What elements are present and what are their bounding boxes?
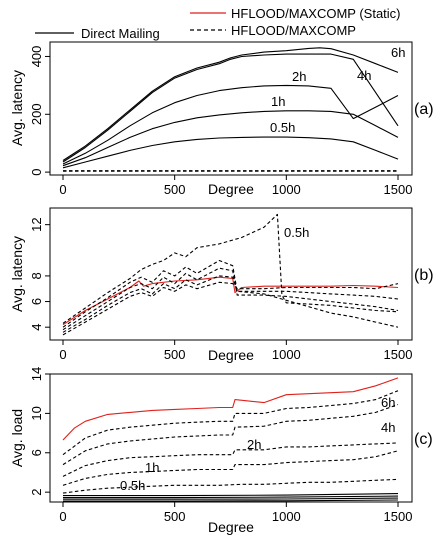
panel-b-series: [62, 213, 399, 336]
panel-c-series: [62, 377, 399, 502]
panel-b-frame: [49, 207, 413, 341]
curve-label-a-6h: 6h: [391, 45, 405, 60]
panel-a-x-tick-label-2: 1000: [272, 182, 301, 197]
panel-a-x-tick-label-3: 1500: [384, 182, 413, 197]
panel-a-series-3: [62, 110, 399, 167]
panel-a-x-tick-label-1: 500: [164, 182, 186, 197]
panel-b-y-tick-label-1: 6: [29, 298, 44, 305]
curve-label-a-2h: 2h: [292, 69, 306, 84]
panel-a-ylabel: Avg. latency: [9, 70, 25, 146]
panel-c-series-0: [62, 377, 399, 441]
panel-c-x-tick-label-3: 1500: [384, 509, 413, 524]
panel-a-series-2: [62, 84, 399, 165]
curve-label-a-05h: 0.5h: [270, 120, 295, 135]
panel-b-ylabel: Avg. latency: [9, 236, 25, 312]
panel-a-axes: 0 500 1000 1500 0 200 400: [29, 46, 412, 197]
curve-label-b-05h: 0.5h: [284, 225, 309, 240]
curve-label-c-2h: 2h: [247, 437, 261, 452]
panel-b-series-0: [62, 276, 399, 326]
panel-c-series-7: [63, 495, 399, 499]
panel-c-series-5: [62, 478, 399, 494]
panel-c-series-2: [62, 403, 399, 466]
panel-a-series: [62, 47, 399, 172]
panel-b-x-tick-label-2: 1000: [272, 347, 301, 362]
panel-a-y-tick-label-0: 0: [29, 168, 44, 175]
panel-a-y-tick-label-1: 200: [29, 103, 44, 125]
panel-a-series-0: [62, 47, 399, 161]
panel-b-series-5: [62, 281, 399, 336]
legend-label-hflood: HFLOOD/MAXCOMP: [231, 23, 356, 38]
panel-a-x-tick-label-0: 0: [59, 182, 66, 197]
curve-label-c-05h: 0.5h: [120, 478, 145, 493]
panel-c-frame: [49, 373, 413, 503]
panel-c-series-3: [62, 442, 399, 477]
panel-c-series-6: [63, 493, 399, 497]
panel-b-series-2: [62, 259, 399, 328]
panel-a-frame: [49, 41, 413, 176]
legend: Direct Mailing HFLOOD/MAXCOMP (Static) H…: [35, 6, 401, 41]
panel-b-y-tick-label-2: 8: [29, 272, 44, 279]
panel-c-x-tick-label-2: 1000: [272, 509, 301, 524]
legend-label-static: HFLOOD/MAXCOMP (Static): [231, 6, 401, 21]
panel-c-y-tick-label-0: 2: [29, 489, 44, 496]
panel-c-y-tick-label-1: 6: [29, 449, 44, 456]
panel-a-series-4: [62, 136, 399, 169]
panel-a-y-tick-label-2: 400: [29, 46, 44, 68]
panel-b-label: (b): [414, 267, 434, 284]
panel-a-series-1: [62, 53, 399, 163]
panel-c-label: (c): [414, 431, 433, 448]
curve-label-a-1h: 1h: [271, 94, 285, 109]
panel-b-series-4: [62, 275, 399, 333]
panel-b-y-tick-label-0: 4: [29, 324, 44, 331]
panel-b-y-tick-label-3: 12: [29, 217, 44, 231]
panel-b-axes: 0 500 1000 1500 4 6 8 12: [29, 217, 412, 362]
panel-c-x-tick-label-1: 500: [164, 509, 186, 524]
panel-c-xlabel: Degree: [208, 519, 254, 535]
panel-c-axes: 0 500 1000 1500 2 6 10 14: [29, 367, 412, 524]
panel-b: 0 500 1000 1500 4 6 8 12 Avg. latency Degree (b…: [9, 207, 434, 363]
panel-c-y-tick-label-3: 14: [29, 367, 44, 381]
panel-c-x-tick-label-0: 0: [59, 509, 66, 524]
panel-b-series-3: [62, 267, 399, 331]
panel-b-x-tick-label-0: 0: [59, 347, 66, 362]
panel-c-series-8: [63, 497, 399, 500]
panel-b-xlabel: Degree: [208, 347, 254, 363]
panel-a-xlabel: Degree: [208, 181, 254, 197]
panel-b-x-tick-label-3: 1500: [384, 347, 413, 362]
panel-c-ylabel: Avg. load: [9, 409, 25, 467]
curve-label-c-4h: 4h: [381, 420, 395, 435]
panel-c-series-1: [62, 390, 399, 456]
panel-c-series-9: [63, 499, 399, 502]
curve-label-c-1h: 1h: [145, 460, 159, 475]
curve-label-a-4h: 4h: [357, 68, 371, 83]
panel-c-y-tick-label-2: 10: [29, 406, 44, 420]
panel-a-label: (a): [414, 101, 434, 118]
panel-b-x-tick-label-1: 500: [164, 347, 186, 362]
curve-label-c-6h: 6h: [381, 395, 395, 410]
panel-b-series-1: [62, 213, 399, 324]
panel-c-series-4: [62, 450, 399, 486]
legend-label-direct-mailing: Direct Mailing: [81, 26, 160, 41]
